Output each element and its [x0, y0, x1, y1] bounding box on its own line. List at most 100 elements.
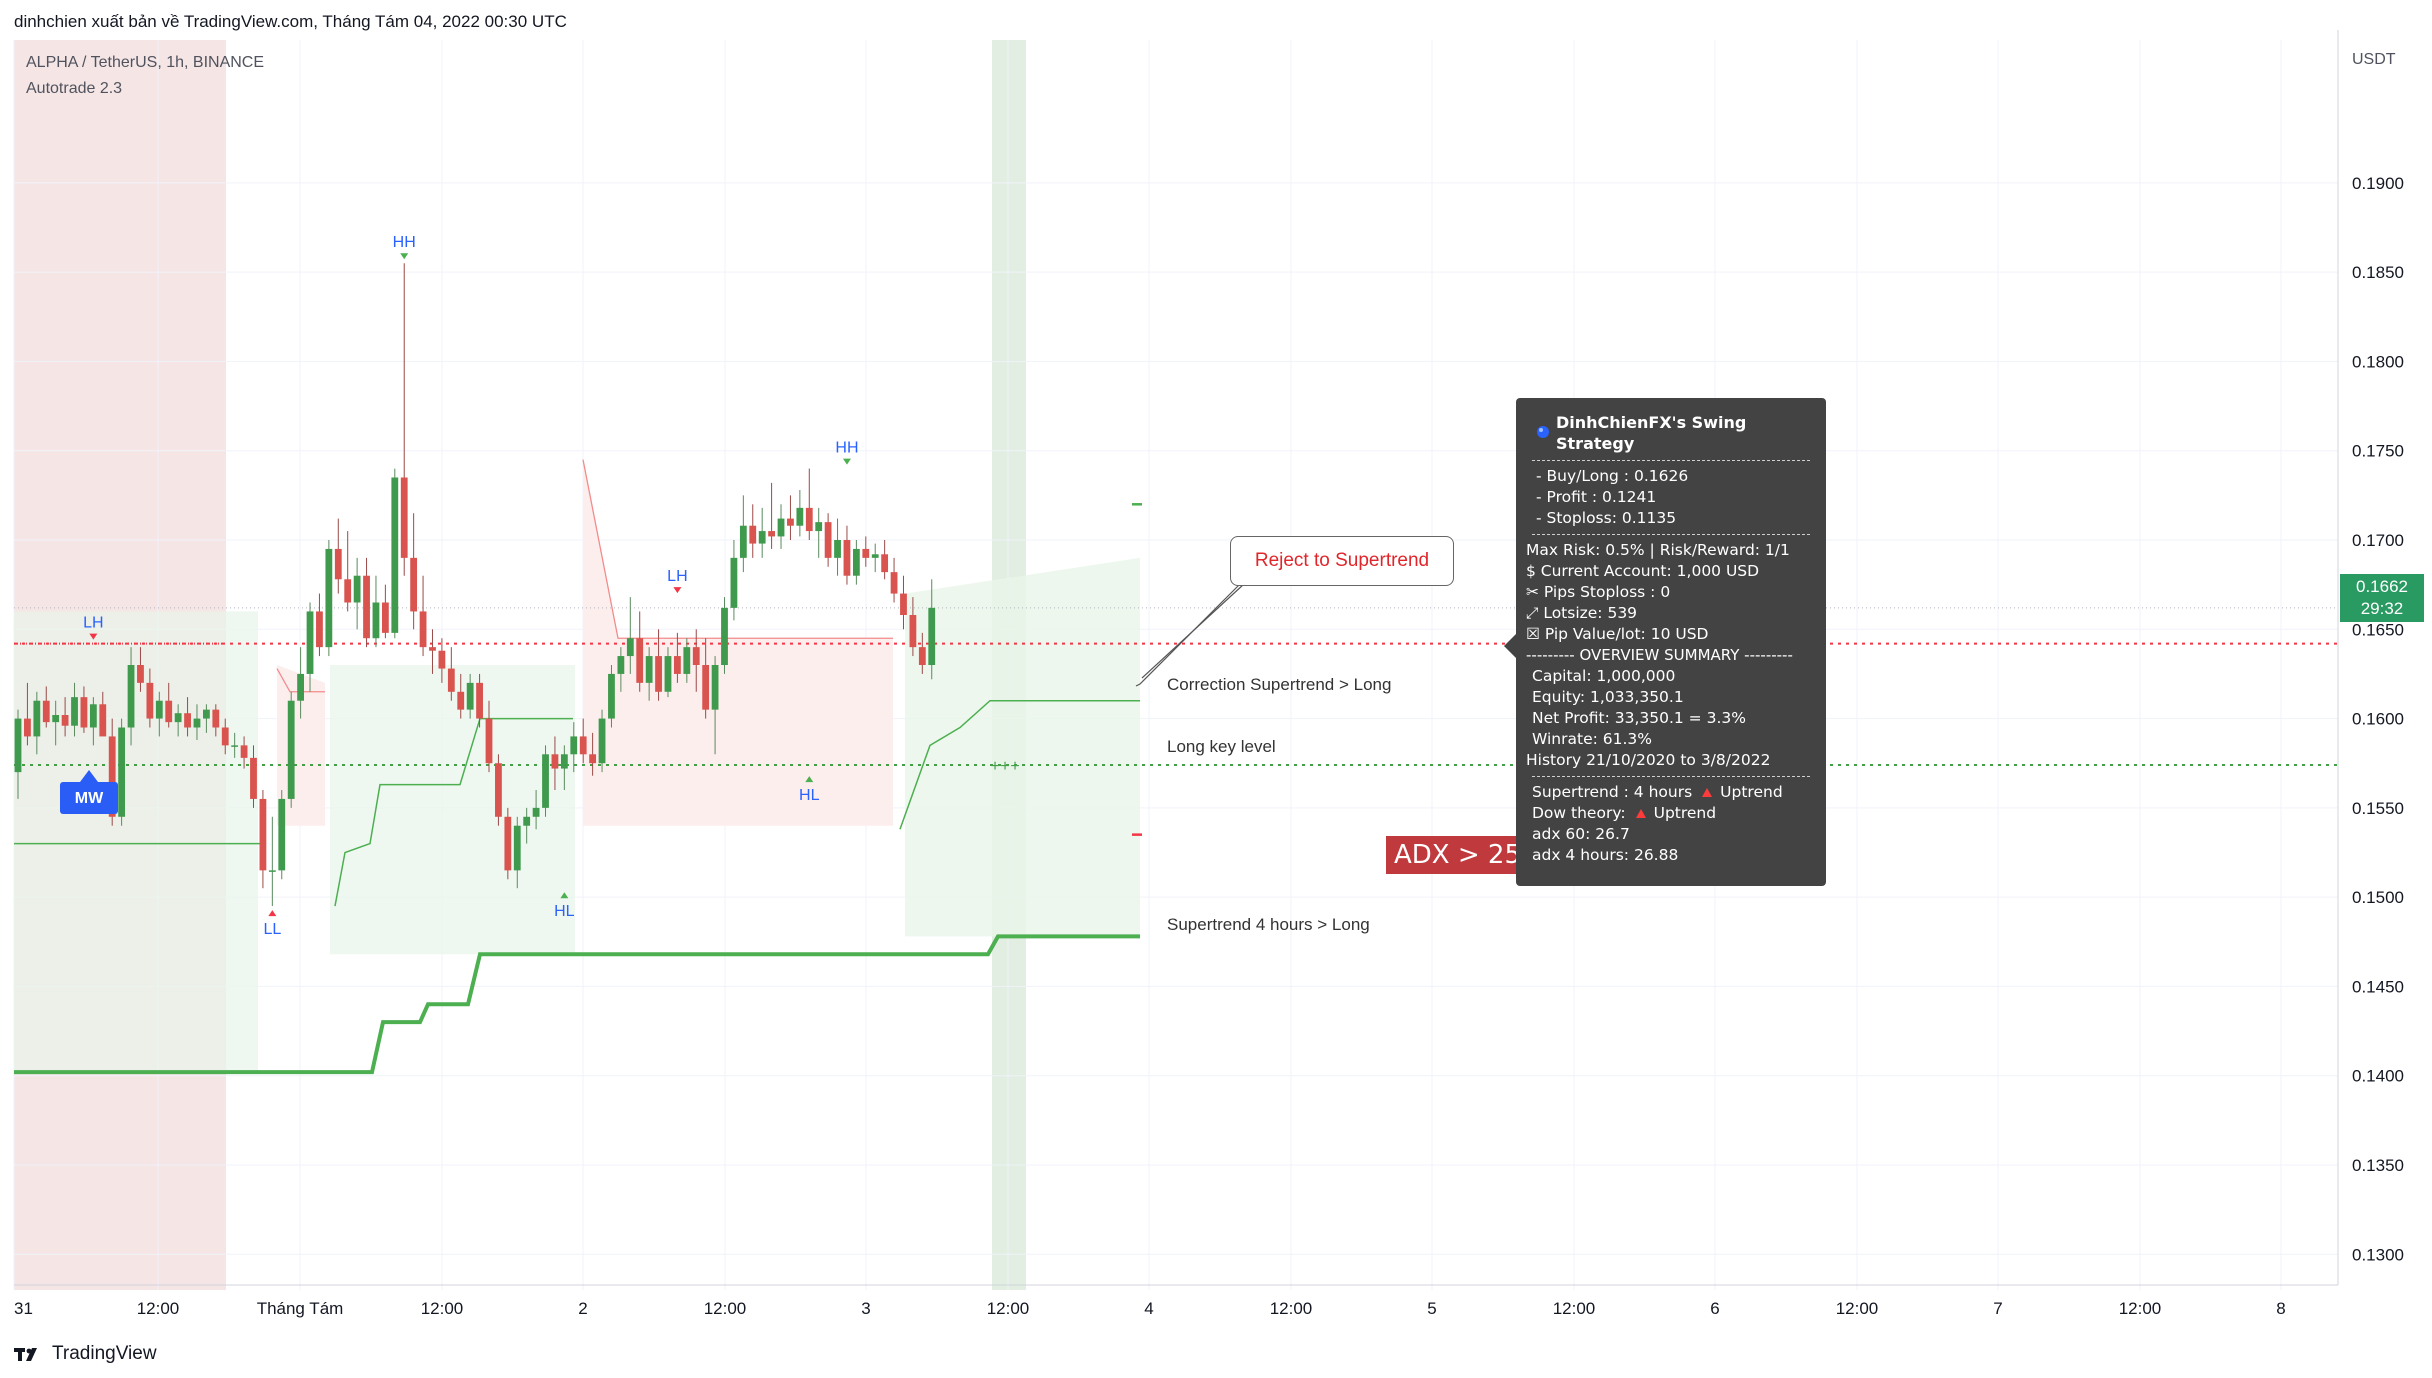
- history-row: History 21/10/2020 to 3/8/2022: [1526, 751, 1771, 769]
- candle-body: [476, 682, 483, 719]
- supertrend-4h-label: Supertrend 4 hours > Long: [1167, 915, 1370, 934]
- price-axis-tick-label: 0.1300: [2352, 1245, 2404, 1264]
- candle-body: [52, 715, 60, 723]
- candle-body: [14, 718, 22, 773]
- candle-body: [626, 638, 634, 657]
- candle-body: [730, 557, 738, 608]
- candle-body: [617, 656, 625, 674]
- candle-body: [504, 816, 512, 871]
- candle-body: [692, 647, 700, 665]
- time-axis-tick-label: 12:00: [421, 1299, 464, 1318]
- candle-body: [843, 540, 851, 576]
- candle-body: [325, 548, 333, 648]
- adx-badge: ADX > 25: [1386, 836, 1530, 874]
- candle-body: [900, 593, 907, 615]
- candle-body: [589, 754, 597, 764]
- max-risk-row: Max Risk: 0.5% | Risk/Reward: 1/1: [1526, 541, 1790, 559]
- supertrend-label: Supertrend : 4 hours: [1532, 783, 1693, 801]
- candle-body: [513, 825, 521, 871]
- strategy-tooltip: DinhChienFX's Swing Strategy - Buy/Long …: [1504, 398, 1826, 886]
- candle-body: [42, 700, 50, 723]
- candle-body: [739, 525, 747, 558]
- swing-marker-triangle: [673, 587, 682, 594]
- candle-body: [664, 656, 672, 692]
- correction-supertrend-line: [899, 699, 1140, 830]
- candle-body: [268, 870, 276, 872]
- candle-body: [61, 715, 69, 726]
- supertrend-value: Uptrend: [1720, 783, 1783, 801]
- indicator-title: Autotrade 2.3: [26, 80, 123, 97]
- price-axis-tick-label: 0.1750: [2352, 442, 2404, 461]
- candle-body: [466, 682, 474, 710]
- swing-marker-triangle: [268, 910, 277, 917]
- swing-marker-triangle: [89, 633, 98, 640]
- candle-body: [758, 531, 766, 544]
- candle-body: [815, 522, 823, 532]
- bearish-supertrend-line: [276, 668, 325, 693]
- candle-body: [523, 816, 531, 826]
- reject-callout-connector: [1135, 583, 1241, 687]
- price-axis-tick-label: 0.1550: [2352, 799, 2404, 818]
- pip-value-row: ☒ Pip Value/lot: 10 USD: [1526, 625, 1709, 643]
- candle-body: [400, 477, 408, 558]
- equity-row: Equity: 1,033,350.1: [1532, 688, 1684, 706]
- time-axis-tick-label: 4: [1144, 1299, 1153, 1318]
- capital-row: Capital: 1,000,000: [1532, 667, 1676, 685]
- supertrend-row: Supertrend : 4 hours Uptrend: [1532, 782, 1816, 803]
- candle-body: [184, 713, 191, 728]
- price-axis-tick-label: 0.1600: [2352, 710, 2404, 729]
- candle-body: [193, 718, 201, 728]
- candle-body: [702, 665, 710, 710]
- candle-body: [570, 736, 578, 755]
- footer-brand: TradingView: [14, 1343, 157, 1365]
- correction-supertrend-label: Correction Supertrend > Long: [1167, 675, 1391, 694]
- entry-plus-marker: +: [990, 758, 999, 775]
- candle-body: [457, 691, 465, 710]
- reject-callout-connector: [1141, 583, 1245, 679]
- candle-body: [777, 518, 785, 537]
- time-axis-tick-label: 2: [578, 1299, 587, 1318]
- candle-body: [918, 647, 926, 665]
- lotsize-row: ⤢ Lotsize: 539: [1526, 604, 1638, 622]
- candle-body: [410, 557, 418, 612]
- supertrend-zone-green: [14, 611, 258, 1073]
- price-axis-tick-label: 0.1450: [2352, 977, 2404, 996]
- winrate-row: Winrate: 61.3%: [1532, 730, 1652, 748]
- candle-body: [636, 638, 644, 683]
- candle-body: [796, 507, 804, 526]
- candle-body: [71, 697, 78, 726]
- candle-body: [334, 548, 342, 580]
- price-axis-tick-label: 0.1400: [2352, 1067, 2404, 1086]
- swing-marker-triangle: [400, 253, 409, 260]
- divider: [1532, 776, 1810, 777]
- candle-body: [24, 718, 31, 737]
- candle-body: [146, 682, 154, 719]
- candle-body: [165, 700, 173, 723]
- price-axis-tick-label: 0.1850: [2352, 263, 2404, 282]
- time-axis-tick-label: 12:00: [137, 1299, 180, 1318]
- pin-icon: [1536, 423, 1550, 444]
- candle-body: [381, 602, 389, 633]
- swing-label-hl: HL: [554, 903, 575, 920]
- price-axis-tick-label: 0.1350: [2352, 1156, 2404, 1175]
- candle-body: [683, 647, 691, 674]
- candle-body: [495, 763, 502, 817]
- current-account-row: $ Current Account: 1,000 USD: [1526, 562, 1760, 580]
- candle-body: [250, 757, 257, 799]
- reject-callout: Reject to Supertrend: [1230, 536, 1454, 586]
- price-axis-currency: USDT: [2352, 51, 2396, 68]
- adx4h-row: adx 4 hours: 26.88: [1532, 846, 1679, 864]
- swing-label-ll: LL: [263, 921, 281, 938]
- tradingview-logo-icon: [14, 1345, 44, 1363]
- time-axis-tick-label: 8: [2276, 1299, 2285, 1318]
- swing-label-hh: HH: [393, 234, 416, 251]
- candle-body: [212, 709, 220, 728]
- swing-label-hl: HL: [799, 787, 820, 804]
- candle-body: [259, 798, 267, 871]
- divider: [1532, 460, 1810, 461]
- candle-body: [447, 668, 455, 692]
- candle-body: [711, 665, 719, 710]
- candle-body: [33, 700, 41, 737]
- buy-long-row: - Buy/Long : 0.1626: [1536, 467, 1689, 485]
